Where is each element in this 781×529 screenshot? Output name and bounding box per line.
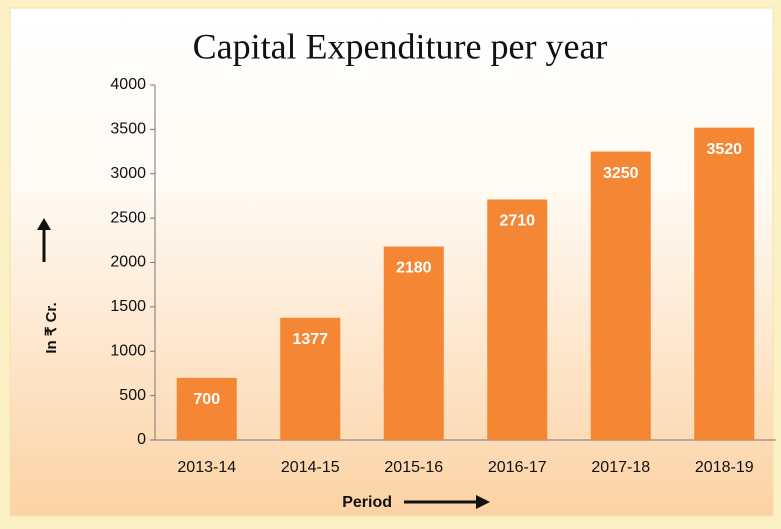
data-label: 1377	[292, 331, 328, 348]
y-tick-label: 1500	[110, 298, 146, 315]
x-arrow	[404, 495, 490, 509]
y-arrow	[37, 218, 51, 262]
x-tick-label: 2016-17	[488, 459, 547, 476]
chart-title: Capital Expenditure per year	[193, 26, 608, 66]
y-tick-label: 3500	[110, 121, 146, 138]
bar	[176, 377, 237, 440]
x-tick-label: 2015-16	[384, 459, 443, 476]
y-tick-label: 500	[119, 387, 146, 404]
x-tick-label: 2017-18	[591, 459, 650, 476]
data-label: 2710	[499, 213, 535, 230]
data-label: 2180	[396, 260, 432, 277]
bar	[383, 246, 444, 440]
data-label: 3250	[603, 165, 639, 182]
bar	[590, 151, 651, 440]
bar	[487, 199, 548, 440]
x-tick-label: 2018-19	[695, 459, 754, 476]
bar	[694, 127, 755, 440]
y-axis-label: In ₹ Cr.	[43, 302, 60, 353]
y-tick-label: 0	[137, 431, 146, 448]
y-tick-label: 3000	[110, 165, 146, 182]
bar	[280, 317, 341, 440]
data-label: 700	[193, 391, 220, 408]
x-axis-label: Period	[342, 494, 392, 511]
y-tick-label: 1000	[110, 342, 146, 359]
y-tick-label: 4000	[110, 76, 146, 93]
x-tick-label: 2014-15	[281, 459, 340, 476]
x-tick-label: 2013-14	[177, 459, 236, 476]
y-tick-label: 2500	[110, 209, 146, 226]
data-label: 3520	[706, 141, 742, 158]
y-tick-label: 2000	[110, 254, 146, 271]
